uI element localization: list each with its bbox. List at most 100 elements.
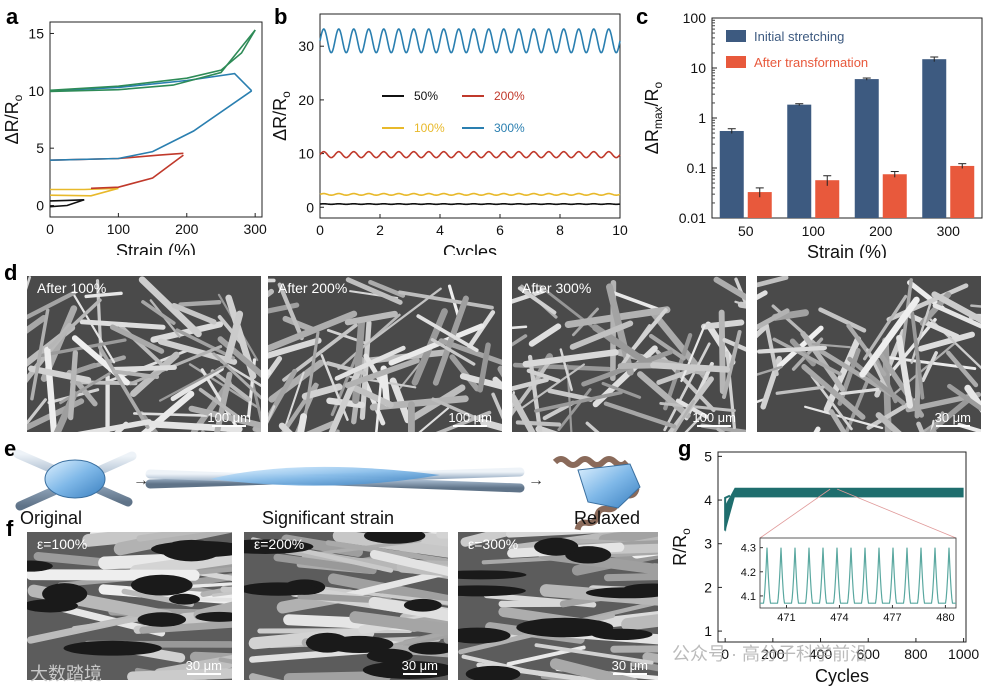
strain-curve-3-loading xyxy=(49,72,253,92)
y-tick-label: 3 xyxy=(704,536,712,552)
sem-image-d-2: After 200% 100 μm xyxy=(268,276,502,432)
panel-label-c: c xyxy=(636,4,648,29)
x-tick-label: 200 xyxy=(761,646,785,662)
scale-bar: 30 μm xyxy=(934,410,971,427)
inset-x-tick: 480 xyxy=(936,612,954,624)
watermark-left: 大数踏境 xyxy=(30,664,102,684)
bar-initial-stretching-50 xyxy=(719,130,744,218)
sem-image-f-3: ε=300% 30 μm xyxy=(458,532,658,680)
scale-bar: 30 μm xyxy=(185,658,222,675)
arrow-2: → xyxy=(528,472,544,489)
y-tick-label: 20 xyxy=(298,92,314,108)
x-tick-label: 200 xyxy=(175,221,199,237)
x-tick-label: 600 xyxy=(857,646,881,662)
y-tick-label: 100 xyxy=(683,10,707,26)
initial-rise xyxy=(724,494,731,531)
scale-bar: 30 μm xyxy=(611,658,648,675)
cycle-series-100% xyxy=(319,192,621,196)
x-tick-label: 100 xyxy=(107,221,131,237)
y-tick-label: 4 xyxy=(704,492,712,508)
panel-g-plot-area: 0 200 400 600 800 1000 1 2 3 4 5 Cycles R/Ro 4.1 4.2 4.… xyxy=(670,448,979,686)
sem-caption: After 300% xyxy=(522,280,592,296)
label-significant-strain: Significant strain xyxy=(262,508,394,528)
x-tick-label: 10 xyxy=(612,222,628,238)
sem-texture xyxy=(757,276,981,432)
y-tick-label: 5 xyxy=(36,140,44,156)
sem-image-d-3: After 300% 100 μm xyxy=(512,276,746,432)
y-tick-label: 1 xyxy=(698,110,706,126)
sem-caption: ε=100% xyxy=(37,536,88,552)
y-tick-label: 10 xyxy=(298,146,314,162)
x-tick-label: 1000 xyxy=(948,646,979,662)
inset-y-tick: 4.3 xyxy=(741,543,756,555)
scale-bar: 30 μm xyxy=(401,658,438,675)
x-tick-label: 0 xyxy=(46,221,54,237)
sem-texture xyxy=(27,276,261,432)
strain-curve-0-unloading xyxy=(49,199,85,208)
sem-image-f-2: ε=200% 30 μm xyxy=(244,532,448,680)
y-tick-label: 0.01 xyxy=(679,210,706,226)
panel-label-f: f xyxy=(6,516,14,541)
inset-connector xyxy=(759,488,831,539)
strain-curve-2-unloading xyxy=(90,154,184,190)
cycling-band xyxy=(725,487,964,533)
bar-after-transformation-200 xyxy=(882,174,907,218)
sem-texture xyxy=(27,532,232,680)
inset-x-tick: 477 xyxy=(883,612,901,624)
panel-label-g: g xyxy=(678,436,691,461)
plot-frame xyxy=(319,13,621,219)
label-relaxed: Relaxed xyxy=(574,508,640,528)
cycle-series-50% xyxy=(320,203,621,206)
bar-after-transformation-100 xyxy=(815,180,840,218)
y-tick-label: 0 xyxy=(36,198,44,214)
y-tick-label: 10 xyxy=(690,60,706,76)
sem-caption: After 200% xyxy=(278,280,348,296)
inset-x-tick: 471 xyxy=(777,612,795,624)
bar-initial-stretching-200 xyxy=(854,79,879,218)
bar-after-transformation-300 xyxy=(950,165,975,218)
x-tick-label: 6 xyxy=(496,222,504,238)
y-axis-label: ΔRmax/Ro xyxy=(642,81,665,154)
inset-y-tick: 4.2 xyxy=(741,567,756,579)
sem-texture xyxy=(268,276,502,432)
sem-caption: ε=300% xyxy=(468,536,519,552)
y-tick-label: 15 xyxy=(28,25,44,41)
plot-frame xyxy=(49,21,263,218)
panel-b-plot-area: 0 2 4 6 8 10 0 10 20 30 Cycles ΔR/Ro 50% 200% 100% 300% xyxy=(270,13,628,255)
panel-a-chart: a 0 100 200 300 0 5 10 15 Strain (%) ΔR/Ro xyxy=(2,4,267,255)
y-tick-label: 30 xyxy=(298,38,314,54)
sem-caption: After 100% xyxy=(37,280,107,296)
y-tick-label: 0 xyxy=(306,199,314,215)
panel-c-plot-area: 0.01 0.1 1 10 100 50 100 200 300 Strain (%) ΔRmax/… xyxy=(642,10,983,258)
legend-label: After transformation xyxy=(754,55,868,70)
legend-swatch xyxy=(726,30,746,42)
legend-label: 300% xyxy=(494,121,525,135)
panel-label-b: b xyxy=(274,4,287,29)
x-axis-label: Cycles xyxy=(443,242,497,255)
sem-image-f-1: ε=100% 30 μm xyxy=(27,532,232,680)
y-tick-label: 5 xyxy=(704,448,712,464)
strain-curve-3-unloading xyxy=(49,90,253,161)
panel-e-illustration: e → → Original Significant strain Relaxe… xyxy=(4,436,641,531)
legend-label: Initial stretching xyxy=(754,29,844,44)
legend-label: 100% xyxy=(414,121,445,135)
panel-label-a: a xyxy=(6,4,19,29)
x-axis-label: Strain (%) xyxy=(807,242,887,258)
strain-curve-0-loading xyxy=(49,199,85,202)
x-tick-label: 4 xyxy=(436,222,444,238)
x-axis-label: Strain (%) xyxy=(116,241,196,255)
strained-fiber xyxy=(145,466,525,493)
label-original: Original xyxy=(20,508,82,528)
y-tick-label: 10 xyxy=(28,83,44,99)
strain-curve-1-loading xyxy=(50,187,119,191)
strain-curve-4-loading xyxy=(49,29,256,92)
x-tick-label: 50 xyxy=(738,223,754,239)
cycle-series-300% xyxy=(319,28,621,54)
inset-y-tick: 4.1 xyxy=(741,591,756,603)
panel-b-chart: b 0 2 4 6 8 10 0 10 20 30 Cycles ΔR/Ro 50% 200% 100% 30… xyxy=(270,4,628,255)
x-tick-label: 2 xyxy=(376,222,384,238)
panel-label-f-svg: f xyxy=(6,516,14,541)
inset-x-tick: 474 xyxy=(830,612,848,624)
x-tick-label: 300 xyxy=(243,221,267,237)
panel-c-chart: c 0.01 0.1 1 10 100 50 100 200 300 Strain (%) ΔRma… xyxy=(636,4,983,258)
